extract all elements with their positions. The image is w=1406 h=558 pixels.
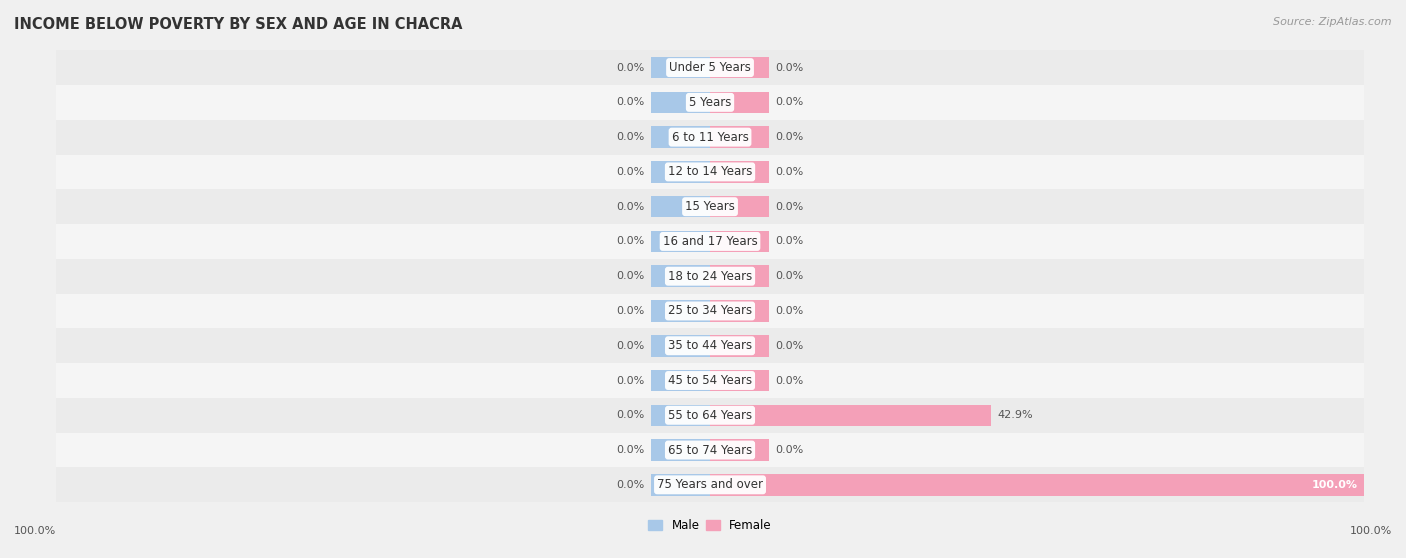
Bar — [651, 266, 710, 287]
Text: 0.0%: 0.0% — [616, 132, 644, 142]
Bar — [56, 363, 1364, 398]
Bar — [710, 300, 769, 322]
Bar — [710, 92, 769, 113]
Bar — [56, 120, 1364, 155]
Text: 0.0%: 0.0% — [776, 98, 804, 107]
Text: 0.0%: 0.0% — [616, 376, 644, 386]
Text: Source: ZipAtlas.com: Source: ZipAtlas.com — [1274, 17, 1392, 27]
Bar — [710, 230, 769, 252]
Text: 0.0%: 0.0% — [616, 62, 644, 73]
Bar — [651, 335, 710, 357]
Bar — [710, 126, 769, 148]
Bar — [651, 126, 710, 148]
Text: 0.0%: 0.0% — [616, 410, 644, 420]
Bar — [56, 468, 1364, 502]
Text: 55 to 64 Years: 55 to 64 Years — [668, 409, 752, 422]
Bar — [56, 50, 1364, 85]
Bar — [56, 328, 1364, 363]
Text: 12 to 14 Years: 12 to 14 Years — [668, 165, 752, 179]
Text: 100.0%: 100.0% — [1350, 526, 1392, 536]
Bar — [56, 432, 1364, 468]
Text: Under 5 Years: Under 5 Years — [669, 61, 751, 74]
Text: 0.0%: 0.0% — [616, 306, 644, 316]
Text: 0.0%: 0.0% — [776, 271, 804, 281]
Text: 0.0%: 0.0% — [616, 480, 644, 490]
Text: 0.0%: 0.0% — [776, 306, 804, 316]
Bar — [56, 85, 1364, 120]
Bar — [651, 300, 710, 322]
Bar — [710, 474, 1364, 496]
Text: 35 to 44 Years: 35 to 44 Years — [668, 339, 752, 352]
Text: 75 Years and over: 75 Years and over — [657, 478, 763, 491]
Text: 0.0%: 0.0% — [616, 98, 644, 107]
Text: 65 to 74 Years: 65 to 74 Years — [668, 444, 752, 456]
Bar — [710, 196, 769, 218]
Text: 0.0%: 0.0% — [776, 376, 804, 386]
Text: 18 to 24 Years: 18 to 24 Years — [668, 270, 752, 283]
Bar — [651, 92, 710, 113]
Text: 100.0%: 100.0% — [14, 526, 56, 536]
Bar — [56, 189, 1364, 224]
Bar — [651, 57, 710, 78]
Bar — [56, 398, 1364, 432]
Bar — [56, 294, 1364, 328]
Text: 0.0%: 0.0% — [616, 341, 644, 351]
Text: 15 Years: 15 Years — [685, 200, 735, 213]
Text: 45 to 54 Years: 45 to 54 Years — [668, 374, 752, 387]
Text: 6 to 11 Years: 6 to 11 Years — [672, 131, 748, 143]
Bar — [651, 196, 710, 218]
Text: 0.0%: 0.0% — [776, 341, 804, 351]
Text: 16 and 17 Years: 16 and 17 Years — [662, 235, 758, 248]
Text: 0.0%: 0.0% — [776, 62, 804, 73]
Bar — [710, 161, 769, 182]
Text: 25 to 34 Years: 25 to 34 Years — [668, 305, 752, 318]
Text: INCOME BELOW POVERTY BY SEX AND AGE IN CHACRA: INCOME BELOW POVERTY BY SEX AND AGE IN C… — [14, 17, 463, 32]
Bar — [651, 230, 710, 252]
Text: 0.0%: 0.0% — [616, 237, 644, 247]
Bar — [710, 57, 769, 78]
Bar — [651, 370, 710, 391]
Bar — [710, 439, 769, 461]
Text: 0.0%: 0.0% — [776, 445, 804, 455]
Bar — [651, 474, 710, 496]
Bar — [56, 224, 1364, 259]
Bar — [710, 266, 769, 287]
Text: 0.0%: 0.0% — [776, 201, 804, 211]
Text: 0.0%: 0.0% — [616, 167, 644, 177]
Bar — [651, 161, 710, 182]
Bar — [710, 370, 769, 391]
Bar — [651, 405, 710, 426]
Bar — [56, 259, 1364, 294]
Text: 42.9%: 42.9% — [997, 410, 1032, 420]
Text: 0.0%: 0.0% — [616, 271, 644, 281]
Bar — [651, 439, 710, 461]
Bar — [710, 405, 990, 426]
Text: 0.0%: 0.0% — [776, 167, 804, 177]
Bar — [56, 155, 1364, 189]
Text: 0.0%: 0.0% — [776, 132, 804, 142]
Bar — [710, 335, 769, 357]
Text: 0.0%: 0.0% — [616, 445, 644, 455]
Text: 5 Years: 5 Years — [689, 96, 731, 109]
Text: 100.0%: 100.0% — [1312, 480, 1357, 490]
Text: 0.0%: 0.0% — [776, 237, 804, 247]
Text: 0.0%: 0.0% — [616, 201, 644, 211]
Legend: Male, Female: Male, Female — [644, 514, 776, 537]
